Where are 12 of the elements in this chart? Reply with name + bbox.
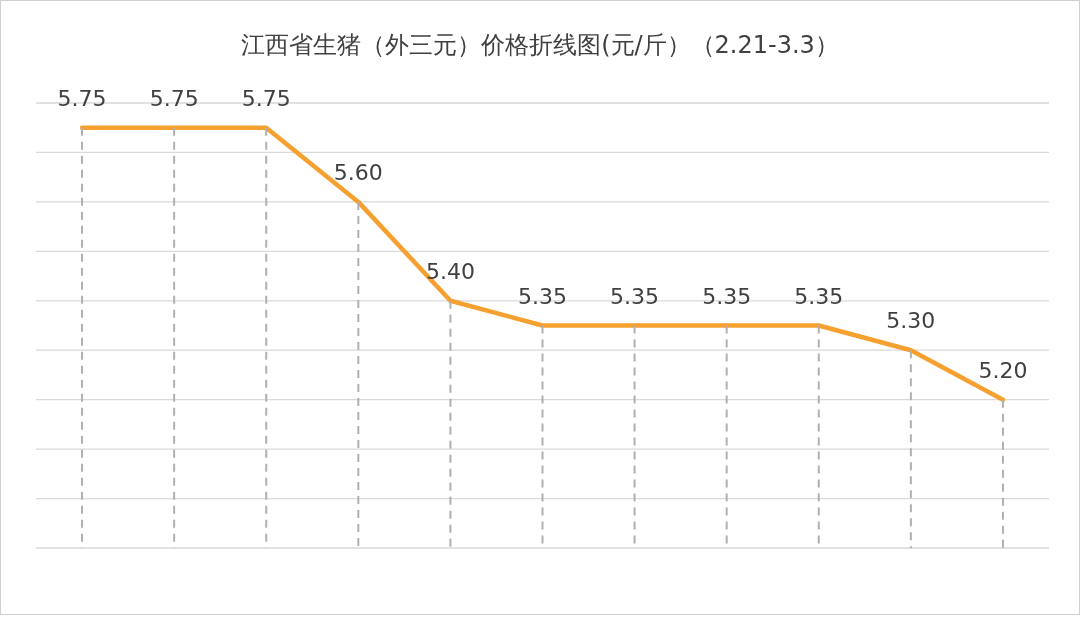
data-label: 5.35	[610, 283, 660, 309]
data-label: 5.40	[425, 258, 475, 284]
data-label: 5.30	[886, 308, 936, 334]
data-label: 5.75	[241, 85, 291, 111]
data-label: 5.75	[149, 85, 199, 111]
data-label: 5.35	[702, 283, 752, 309]
data-label: 5.35	[518, 283, 567, 309]
data-label: 5.20	[978, 357, 1028, 383]
data-label: 5.75	[57, 85, 107, 111]
data-label: 5.60	[333, 159, 383, 185]
data-label: 5.35	[794, 283, 844, 309]
chart-title: 江西省生猪（外三元）价格折线图(元/斤）（2.21-3.3）	[240, 30, 840, 61]
